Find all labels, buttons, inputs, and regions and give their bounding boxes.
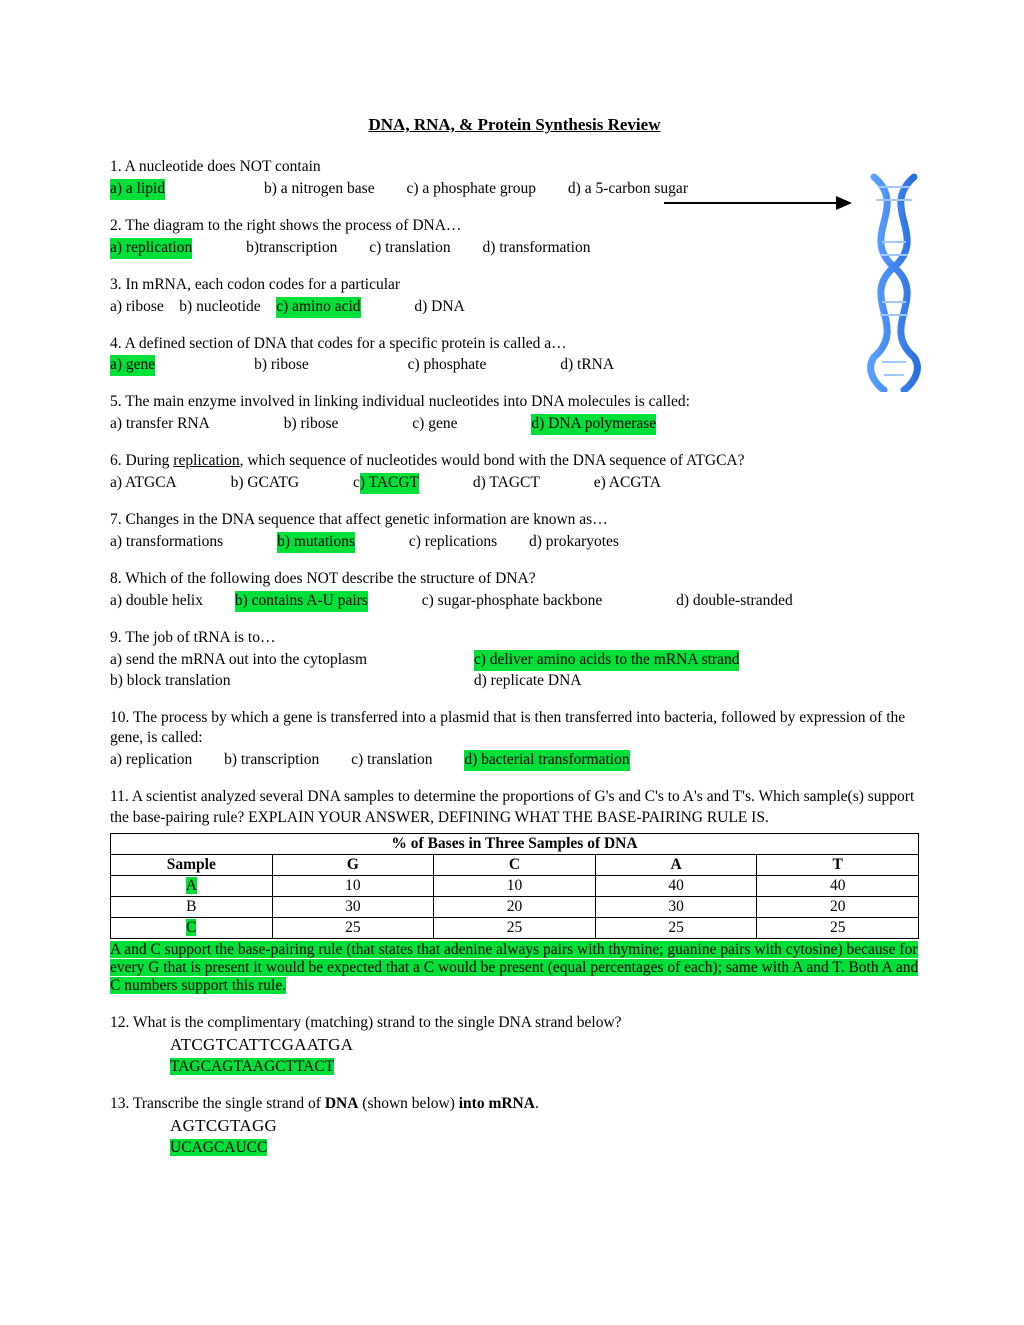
option-d: d) DNA polymerase: [531, 414, 656, 435]
question-11: 11. A scientist analyzed several DNA sam…: [110, 787, 919, 829]
option-b: b) nucleotide: [179, 297, 260, 318]
option-b: b) transcription: [224, 750, 319, 771]
option-c: c) phosphate: [408, 355, 487, 376]
option-a: a) double helix: [110, 591, 203, 612]
worksheet-page: DNA, RNA, & Protein Synthesis Review 1. …: [0, 0, 1024, 1235]
table-row: B 3020 3020: [111, 897, 919, 918]
option-a: a) replication: [110, 750, 192, 771]
question-6: 6. During replication, which sequence of…: [110, 451, 919, 494]
q11-answer: A and C support the base-pairing rule (t…: [110, 941, 919, 995]
option-b: b) a nitrogen base: [264, 179, 375, 200]
table-row: A 1010 4040: [111, 876, 919, 897]
option-a: a) ribose: [110, 297, 164, 318]
question-stem: 3. In mRNA, each codon codes for a parti…: [110, 275, 919, 296]
option-c: c) deliver amino acids to the mRNA stran…: [474, 650, 740, 671]
question-4: 4. A defined section of DNA that codes f…: [110, 334, 919, 377]
question-stem: 11. A scientist analyzed several DNA sam…: [110, 787, 919, 829]
option-b: b) ribose: [284, 414, 339, 435]
col-c: C: [434, 855, 596, 876]
given-strand: AGTCGTAGG: [170, 1115, 919, 1138]
option-c: c) a phosphate group: [406, 179, 536, 200]
question-8: 8. Which of the following does NOT descr…: [110, 569, 919, 612]
option-c: c) gene: [412, 414, 457, 435]
option-b: b)transcription: [246, 238, 337, 259]
option-b: b) contains A-U pairs: [235, 591, 368, 612]
option-c: c) sugar-phosphate backbone: [422, 591, 602, 612]
option-b: b) mutations: [277, 532, 355, 553]
given-strand: ATCGTCATTCGAATGA: [170, 1034, 919, 1057]
question-stem: 12. What is the complimentary (matching)…: [110, 1013, 919, 1034]
question-stem: 9. The job of tRNA is to…: [110, 628, 919, 649]
question-10: 10. The process by which a gene is trans…: [110, 708, 919, 772]
option-e: e) ACGTA: [594, 473, 661, 494]
dna-helix-illustration: [854, 172, 934, 392]
page-title: DNA, RNA, & Protein Synthesis Review: [110, 115, 919, 135]
question-stem: 8. Which of the following does NOT descr…: [110, 569, 919, 590]
table-row: % of Bases in Three Samples of DNA: [111, 834, 919, 855]
option-c: c) translation: [351, 750, 432, 771]
question-12: 12. What is the complimentary (matching)…: [110, 1013, 919, 1078]
question-stem: 5. The main enzyme involved in linking i…: [110, 392, 919, 413]
option-b: b) block translation: [110, 671, 470, 692]
question-13: 13. Transcribe the single strand of DNA …: [110, 1094, 919, 1159]
col-g: G: [272, 855, 434, 876]
option-d: d) DNA: [414, 297, 464, 318]
option-c: c) replications: [409, 532, 497, 553]
question-stem: 2. The diagram to the right shows the pr…: [110, 216, 919, 237]
option-d: d) replicate DNA: [474, 671, 582, 692]
option-c: c) amino acid: [276, 297, 360, 318]
option-a: a) transformations: [110, 532, 223, 553]
question-stem: 10. The process by which a gene is trans…: [110, 708, 919, 750]
question-stem: 6. During replication, which sequence of…: [110, 451, 919, 472]
arrow-icon: [664, 202, 849, 204]
question-stem: 13. Transcribe the single strand of DNA …: [110, 1094, 919, 1115]
option-d: d) bacterial transformation: [464, 750, 629, 771]
bases-table: % of Bases in Three Samples of DNA Sampl…: [110, 833, 919, 939]
question-9: 9. The job of tRNA is to… a) send the mR…: [110, 628, 919, 692]
option-c: c) translation: [369, 238, 450, 259]
answer-strand: UCAGCAUCC: [170, 1139, 267, 1156]
option-c: ) TACGT: [360, 473, 419, 494]
option-d: d) prokaryotes: [529, 532, 619, 553]
option-b: b) GCATG: [231, 473, 299, 494]
question-stem: 7. Changes in the DNA sequence that affe…: [110, 510, 919, 531]
option-d: d) tRNA: [560, 355, 614, 376]
option-d: d) double-stranded: [676, 591, 793, 612]
option-d: d) a 5-carbon sugar: [568, 179, 688, 200]
table-row: Sample G C A T: [111, 855, 919, 876]
option-a: a) a lipid: [110, 179, 165, 200]
option-b: b) ribose: [254, 355, 309, 376]
question-options: a) a lipid b) a nitrogen base c) a phosp…: [110, 179, 919, 200]
question-stem: 1. A nucleotide does NOT contain: [110, 157, 919, 178]
table-row: C 2525 2525: [111, 918, 919, 939]
col-sample: Sample: [111, 855, 273, 876]
table-caption: % of Bases in Three Samples of DNA: [111, 834, 919, 855]
option-a: a) transfer RNA: [110, 414, 210, 435]
option-d: d) transformation: [482, 238, 590, 259]
question-2: 2. The diagram to the right shows the pr…: [110, 216, 919, 259]
option-a: a) ATGCA: [110, 473, 177, 494]
col-a: A: [595, 855, 757, 876]
col-t: T: [757, 855, 919, 876]
option-a: a) gene: [110, 355, 155, 376]
option-a: a) replication: [110, 238, 192, 259]
answer-strand: TAGCAGTAAGCTTACT: [170, 1058, 334, 1075]
question-3: 3. In mRNA, each codon codes for a parti…: [110, 275, 919, 318]
question-1: 1. A nucleotide does NOT contain a) a li…: [110, 157, 919, 200]
question-7: 7. Changes in the DNA sequence that affe…: [110, 510, 919, 553]
option-a: a) send the mRNA out into the cytoplasm: [110, 650, 470, 671]
question-5: 5. The main enzyme involved in linking i…: [110, 392, 919, 435]
option-d: d) TAGCT: [473, 473, 540, 494]
option-c-prefix: c: [353, 473, 360, 494]
question-stem: 4. A defined section of DNA that codes f…: [110, 334, 919, 355]
